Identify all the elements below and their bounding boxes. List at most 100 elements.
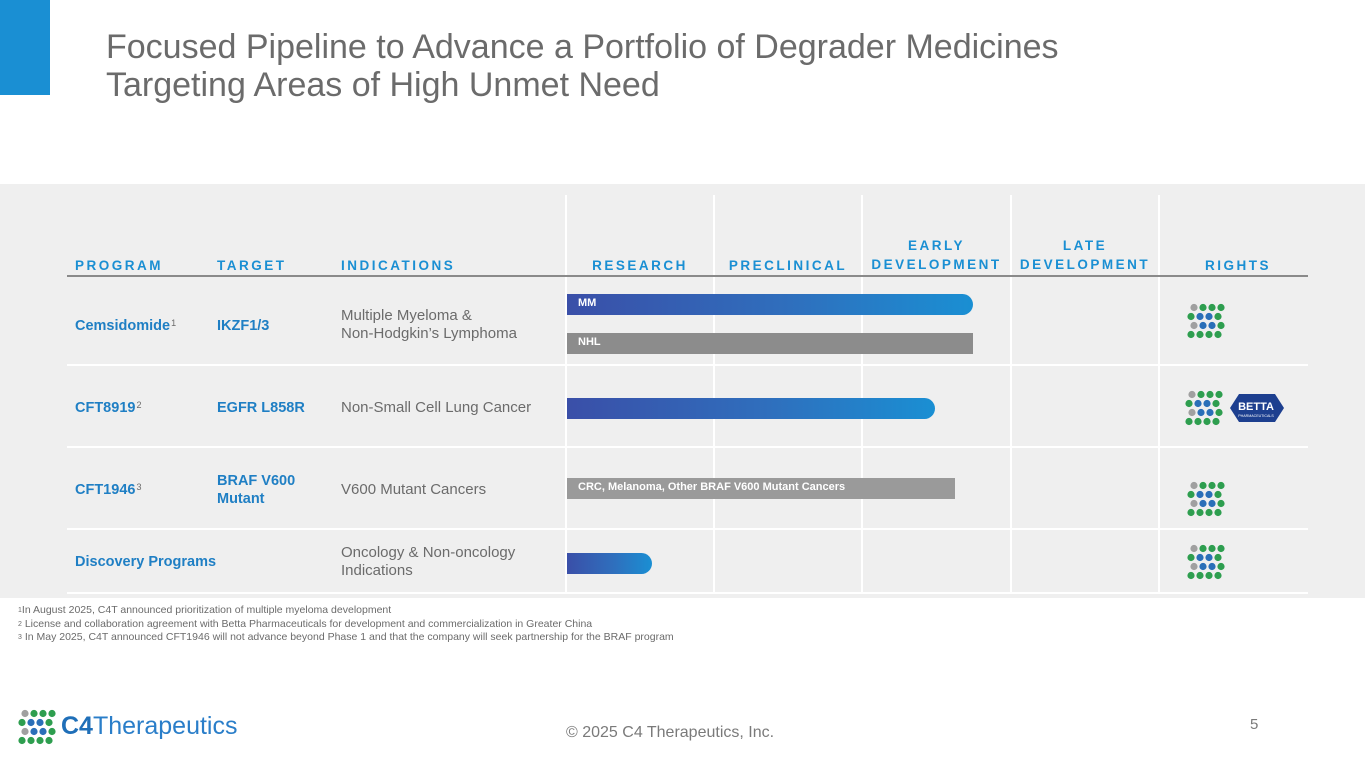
column-divider — [713, 195, 715, 592]
footnotes: 1In August 2025, C4T announced prioritiz… — [18, 604, 674, 645]
logo-dot — [1205, 553, 1213, 562]
footnote-ref: 3 — [136, 482, 142, 492]
indication-cft1946: V600 Mutant Cancers — [341, 481, 487, 498]
logo-dot — [30, 709, 38, 718]
indication-cft8919: Non-Small Cell Lung Cancer — [341, 399, 532, 416]
logo-dot — [1187, 571, 1195, 580]
logo-dot — [1185, 399, 1193, 408]
program-cft8919: CFT89192 — [75, 399, 141, 417]
header-late-development: LATE DEVELOPMENT — [1012, 236, 1158, 274]
logo-dot — [1196, 330, 1204, 339]
progress-bar-discovery — [567, 553, 652, 574]
logo-dot — [45, 736, 53, 745]
logo-dot — [1199, 481, 1207, 490]
title-line-1: Focused Pipeline to Advance a Portfolio … — [106, 28, 1059, 66]
logo-dot — [1187, 553, 1195, 562]
column-divider — [861, 195, 863, 592]
logo-dot — [1214, 312, 1222, 321]
header-late-line-2: DEVELOPMENT — [1019, 257, 1151, 272]
indication-cemsidomide: Multiple Myeloma & Non-Hodgkin’s Lymphom… — [341, 307, 517, 343]
target-ikzf: IKZF1/3 — [217, 318, 270, 334]
row-divider — [67, 446, 1308, 448]
logo-dot — [1188, 408, 1196, 417]
logo-dot — [1208, 499, 1216, 508]
indication-line: Indications — [341, 562, 413, 579]
progress-bar-cft1946: CRC, Melanoma, Other BRAF V600 Mutant Ca… — [567, 478, 955, 499]
program-cemsidomide: Cemsidomide1 — [75, 317, 176, 335]
logo-dot — [1208, 544, 1216, 553]
logo-dot — [1196, 312, 1204, 321]
header-late-line-1: LATE — [1062, 238, 1108, 253]
indication-line: Multiple Myeloma & — [341, 307, 472, 324]
logo-dot — [1217, 562, 1225, 571]
header-target: TARGET — [217, 258, 287, 273]
program-name: CFT8919 — [75, 400, 136, 416]
logo-dot — [18, 736, 26, 745]
logo-dot — [1197, 408, 1205, 417]
logo-dot — [39, 709, 47, 718]
logo-dot — [1214, 490, 1222, 499]
header-preclinical: PRECLINICAL — [728, 258, 848, 273]
footnote-marker: 2 — [18, 620, 22, 628]
logo-dot — [1217, 499, 1225, 508]
header-early-line-2: DEVELOPMENT — [871, 257, 1002, 272]
logo-dot — [1208, 562, 1216, 571]
footnote-1: 1In August 2025, C4T announced prioritiz… — [18, 604, 674, 618]
logo-dot — [1199, 321, 1207, 330]
logo-dot — [1214, 508, 1222, 517]
column-divider — [1158, 195, 1160, 592]
company-logo-text: C4Therapeutics — [61, 712, 238, 741]
logo-dot — [36, 718, 44, 727]
logo-dot — [1205, 571, 1213, 580]
logo-dot — [39, 727, 47, 736]
c4-logo-icon — [1187, 481, 1225, 517]
logo-dot — [1196, 490, 1204, 499]
logo-dot — [48, 727, 56, 736]
logo-dot — [21, 709, 29, 718]
progress-bar-nhl: NHL — [567, 333, 973, 354]
row-divider — [67, 528, 1308, 530]
logo-dot — [27, 718, 35, 727]
logo-dot — [1199, 499, 1207, 508]
footnote-text: In May 2025, C4T announced CFT1946 will … — [21, 631, 674, 643]
logo-dot — [1199, 562, 1207, 571]
header-indications: INDICATIONS — [341, 258, 456, 273]
header-rights: RIGHTS — [1205, 258, 1272, 273]
logo-dot — [1190, 481, 1198, 490]
logo-dot — [1208, 303, 1216, 312]
logo-dot — [1187, 330, 1195, 339]
logo-dot — [48, 709, 56, 718]
logo-dot — [1205, 490, 1213, 499]
title-line-2: Targeting Areas of High Unmet Need — [106, 66, 660, 104]
logo-dot — [21, 727, 29, 736]
logo-dot — [1217, 544, 1225, 553]
logo-dot — [45, 718, 53, 727]
c4-logo-icon — [1187, 544, 1225, 580]
bar-label: CRC, Melanoma, Other BRAF V600 Mutant Ca… — [578, 481, 846, 493]
logo-dot — [1196, 571, 1204, 580]
footnote-marker: 3 — [18, 634, 22, 641]
logo-dot — [1203, 417, 1211, 426]
logo-dot — [1194, 417, 1202, 426]
logo-dot — [1188, 390, 1196, 399]
logo-c4: C4 — [61, 712, 93, 740]
logo-dot — [1190, 321, 1198, 330]
logo-dot — [1214, 330, 1222, 339]
target-line: BRAF V600 — [217, 473, 296, 489]
logo-dot — [1194, 399, 1202, 408]
program-discovery: Discovery Programs — [75, 554, 217, 570]
footnote-ref: 1 — [171, 318, 177, 328]
target-braf: BRAF V600 Mutant — [217, 472, 295, 508]
logo-dot — [1185, 417, 1193, 426]
logo-dot — [1190, 544, 1198, 553]
logo-dot — [27, 736, 35, 745]
logo-dot — [1215, 408, 1223, 417]
indication-discovery: Oncology & Non-oncology Indications — [341, 544, 515, 580]
column-divider — [1010, 195, 1012, 592]
bar-label: MM — [578, 297, 597, 309]
header-early-development: EARLY DEVELOPMENT — [863, 236, 1010, 274]
program-name: Cemsidomide — [75, 318, 171, 334]
program-name: CFT1946 — [75, 482, 136, 498]
logo-dot — [1206, 390, 1214, 399]
indication-line: Oncology & Non-oncology — [341, 544, 516, 561]
